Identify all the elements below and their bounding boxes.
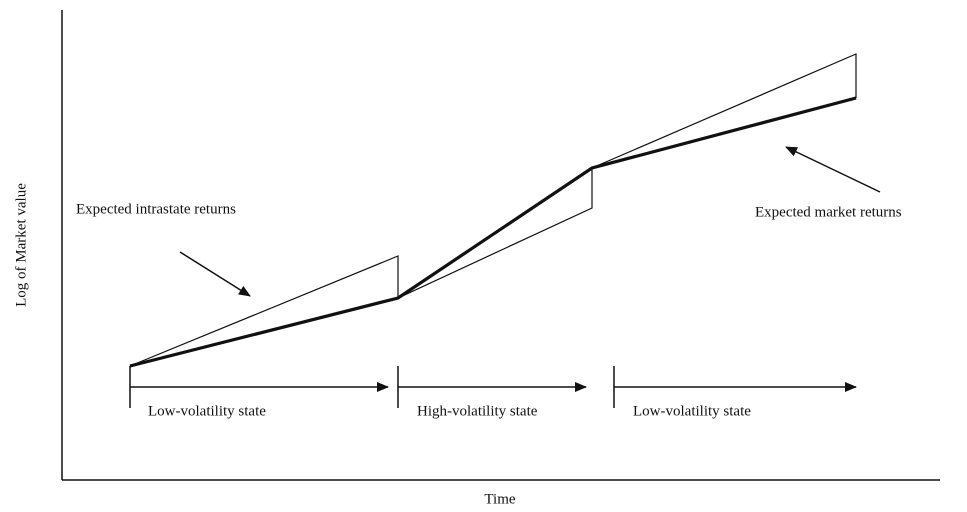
state-label: Low-volatility state — [633, 403, 751, 419]
intrastate-returns-line — [129, 53, 857, 367]
state-label: High-volatility state — [417, 403, 538, 419]
annotation: Expected intrastate returns — [76, 201, 236, 217]
state-label: Low-volatility state — [148, 403, 266, 419]
annotation-arrow — [179, 251, 251, 297]
annotation: Expected market returns — [755, 204, 902, 220]
annotation-arrow — [785, 146, 881, 193]
x-axis-label: Time — [484, 491, 515, 507]
market-returns-line — [129, 96, 857, 368]
axes — [61, 10, 940, 481]
state-arrows — [129, 366, 857, 408]
y-axis-label: Log of Market value — [13, 183, 29, 307]
